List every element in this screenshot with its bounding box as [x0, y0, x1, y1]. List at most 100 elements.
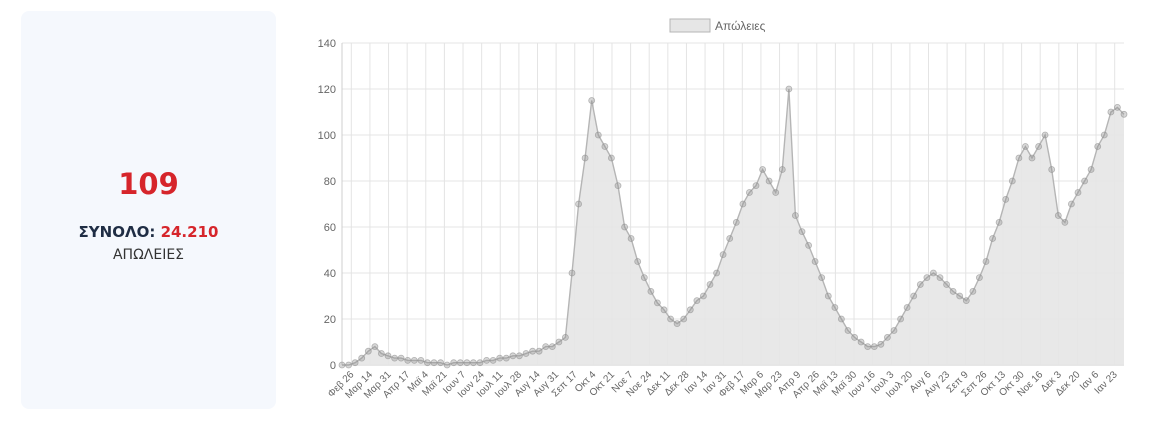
data-point[interactable]	[515, 352, 523, 360]
data-point[interactable]	[364, 347, 372, 355]
data-point[interactable]	[1061, 218, 1069, 226]
data-point[interactable]	[989, 235, 996, 242]
data-point[interactable]	[627, 235, 635, 242]
data-point[interactable]	[1028, 154, 1036, 162]
data-point[interactable]	[864, 343, 872, 351]
data-point[interactable]	[575, 200, 583, 208]
data-point[interactable]	[706, 281, 714, 288]
data-point[interactable]	[607, 154, 615, 162]
data-point[interactable]	[1015, 154, 1023, 162]
data-point[interactable]	[713, 269, 721, 277]
data-point[interactable]	[680, 315, 688, 323]
data-point[interactable]	[791, 212, 799, 219]
data-point[interactable]	[667, 315, 675, 323]
data-point[interactable]	[1002, 195, 1010, 203]
data-point[interactable]	[699, 292, 707, 300]
data-point[interactable]	[430, 359, 438, 367]
data-point[interactable]	[1008, 177, 1016, 185]
data-point[interactable]	[489, 356, 497, 364]
data-point[interactable]	[719, 251, 727, 259]
data-point[interactable]	[555, 338, 563, 346]
data-point[interactable]	[969, 287, 977, 295]
data-point[interactable]	[568, 269, 576, 277]
data-point[interactable]	[1120, 110, 1128, 118]
data-point[interactable]	[739, 200, 747, 208]
data-point[interactable]	[811, 258, 819, 265]
data-point[interactable]	[903, 304, 911, 311]
data-point[interactable]	[417, 356, 425, 364]
data-point[interactable]	[962, 297, 970, 305]
data-point[interactable]	[640, 274, 648, 282]
data-point[interactable]	[870, 343, 878, 351]
data-point[interactable]	[1068, 200, 1075, 208]
data-point[interactable]	[588, 97, 596, 104]
data-point[interactable]	[1054, 212, 1062, 219]
data-point[interactable]	[890, 327, 898, 334]
chart-legend[interactable]: Απώλειες	[669, 18, 766, 33]
data-point[interactable]	[391, 354, 398, 362]
data-point[interactable]	[437, 359, 445, 367]
data-point[interactable]	[476, 359, 484, 367]
data-point[interactable]	[529, 347, 537, 355]
data-point[interactable]	[443, 361, 451, 369]
data-point[interactable]	[673, 320, 681, 328]
data-point[interactable]	[647, 287, 655, 295]
data-point[interactable]	[660, 306, 668, 314]
data-point[interactable]	[949, 287, 957, 295]
data-point[interactable]	[496, 354, 504, 362]
data-point[interactable]	[1100, 131, 1108, 139]
data-point[interactable]	[778, 166, 786, 173]
data-point[interactable]	[1081, 177, 1088, 185]
data-point[interactable]	[581, 154, 589, 162]
data-point[interactable]	[930, 269, 937, 277]
data-point[interactable]	[1114, 104, 1121, 111]
data-point[interactable]	[358, 354, 366, 362]
data-point[interactable]	[384, 352, 392, 360]
data-point[interactable]	[798, 228, 806, 236]
data-point[interactable]	[397, 354, 405, 362]
data-point[interactable]	[745, 189, 753, 196]
data-point[interactable]	[785, 85, 793, 93]
data-point[interactable]	[943, 281, 950, 288]
data-point[interactable]	[910, 292, 918, 300]
data-point[interactable]	[765, 177, 773, 185]
data-point[interactable]	[995, 218, 1003, 226]
data-point[interactable]	[456, 359, 464, 367]
data-point[interactable]	[371, 343, 379, 351]
data-point[interactable]	[594, 131, 602, 139]
data-point[interactable]	[1094, 143, 1102, 150]
data-point[interactable]	[483, 356, 491, 364]
data-point[interactable]	[548, 343, 556, 351]
data-point[interactable]	[351, 359, 359, 367]
data-point[interactable]	[897, 315, 904, 323]
data-point[interactable]	[851, 333, 858, 341]
data-point[interactable]	[818, 274, 826, 282]
data-point[interactable]	[1048, 166, 1056, 173]
data-point[interactable]	[844, 327, 852, 334]
data-point[interactable]	[463, 359, 471, 367]
data-point[interactable]	[469, 359, 477, 367]
data-point[interactable]	[509, 352, 517, 360]
data-point[interactable]	[404, 356, 412, 364]
data-point[interactable]	[621, 223, 629, 231]
data-point[interactable]	[1035, 143, 1042, 150]
data-point[interactable]	[956, 292, 964, 300]
data-point[interactable]	[542, 343, 550, 351]
data-point[interactable]	[424, 359, 431, 367]
data-point[interactable]	[805, 241, 813, 249]
data-point[interactable]	[752, 182, 760, 190]
data-point[interactable]	[838, 315, 845, 323]
data-point[interactable]	[535, 347, 543, 355]
data-point[interactable]	[732, 218, 740, 226]
data-point[interactable]	[450, 359, 458, 367]
data-point[interactable]	[976, 274, 983, 282]
data-point[interactable]	[686, 306, 694, 314]
data-point[interactable]	[614, 182, 622, 190]
data-point[interactable]	[982, 258, 990, 265]
data-point[interactable]	[601, 143, 609, 150]
data-point[interactable]	[378, 350, 385, 357]
data-point[interactable]	[759, 166, 767, 173]
data-point[interactable]	[338, 361, 346, 369]
data-point[interactable]	[410, 356, 418, 364]
data-point[interactable]	[1022, 143, 1029, 150]
